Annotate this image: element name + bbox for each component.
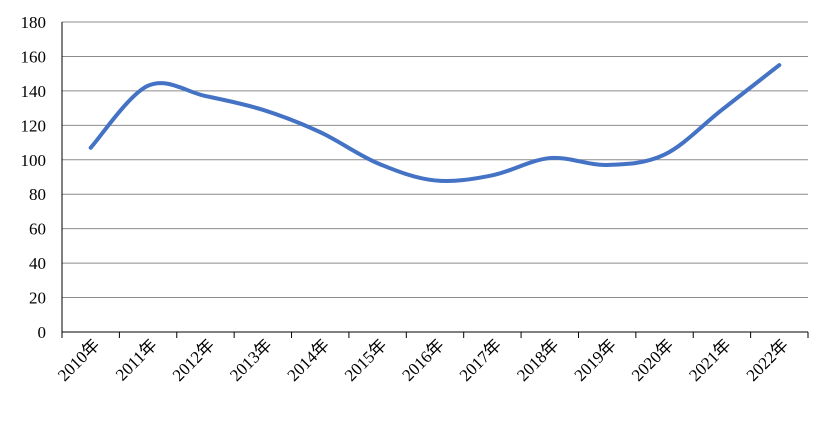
x-tick-label: 2021年: [685, 335, 734, 384]
series-group: [88, 63, 782, 184]
y-tick-label: 40: [29, 254, 46, 273]
y-tick-label: 180: [21, 13, 47, 32]
x-tick-label: 2012年: [169, 335, 218, 384]
x-tick-label: 2013年: [226, 335, 275, 384]
y-tick-label: 60: [29, 220, 46, 239]
series-line-0: [88, 63, 782, 184]
x-tick-label: 2016年: [398, 335, 447, 384]
y-tick-label: 0: [38, 323, 47, 342]
y-tick-label: 160: [21, 47, 47, 66]
y-axis-tick-labels: 0 20 40 60 80 100 120 140 160 180: [21, 13, 47, 342]
x-tick-label: 2010年: [54, 335, 103, 384]
x-axis-tick-labels: 2010年 2011年 2012年 2013年 2014年 2015年 2016年 2017年…: [54, 335, 792, 384]
x-tick-label: 2019年: [570, 335, 619, 384]
x-tick-label: 2020年: [628, 335, 677, 384]
y-tick-label: 100: [21, 151, 47, 170]
y-tick-label: 140: [21, 82, 47, 101]
x-axis: [61, 22, 809, 338]
y-tick-label: 20: [29, 289, 46, 308]
x-tick-label: 2017年: [456, 335, 505, 384]
x-tick-label: 2011年: [112, 335, 161, 384]
x-tick-label: 2015年: [341, 335, 390, 384]
x-tick-label: 2022年: [743, 335, 792, 384]
y-tick-label: 80: [29, 185, 46, 204]
x-tick-label: 2014年: [284, 335, 333, 384]
y-tick-label: 120: [21, 116, 47, 135]
gridlines: [62, 21, 808, 299]
x-tick-label: 2018年: [513, 335, 562, 384]
